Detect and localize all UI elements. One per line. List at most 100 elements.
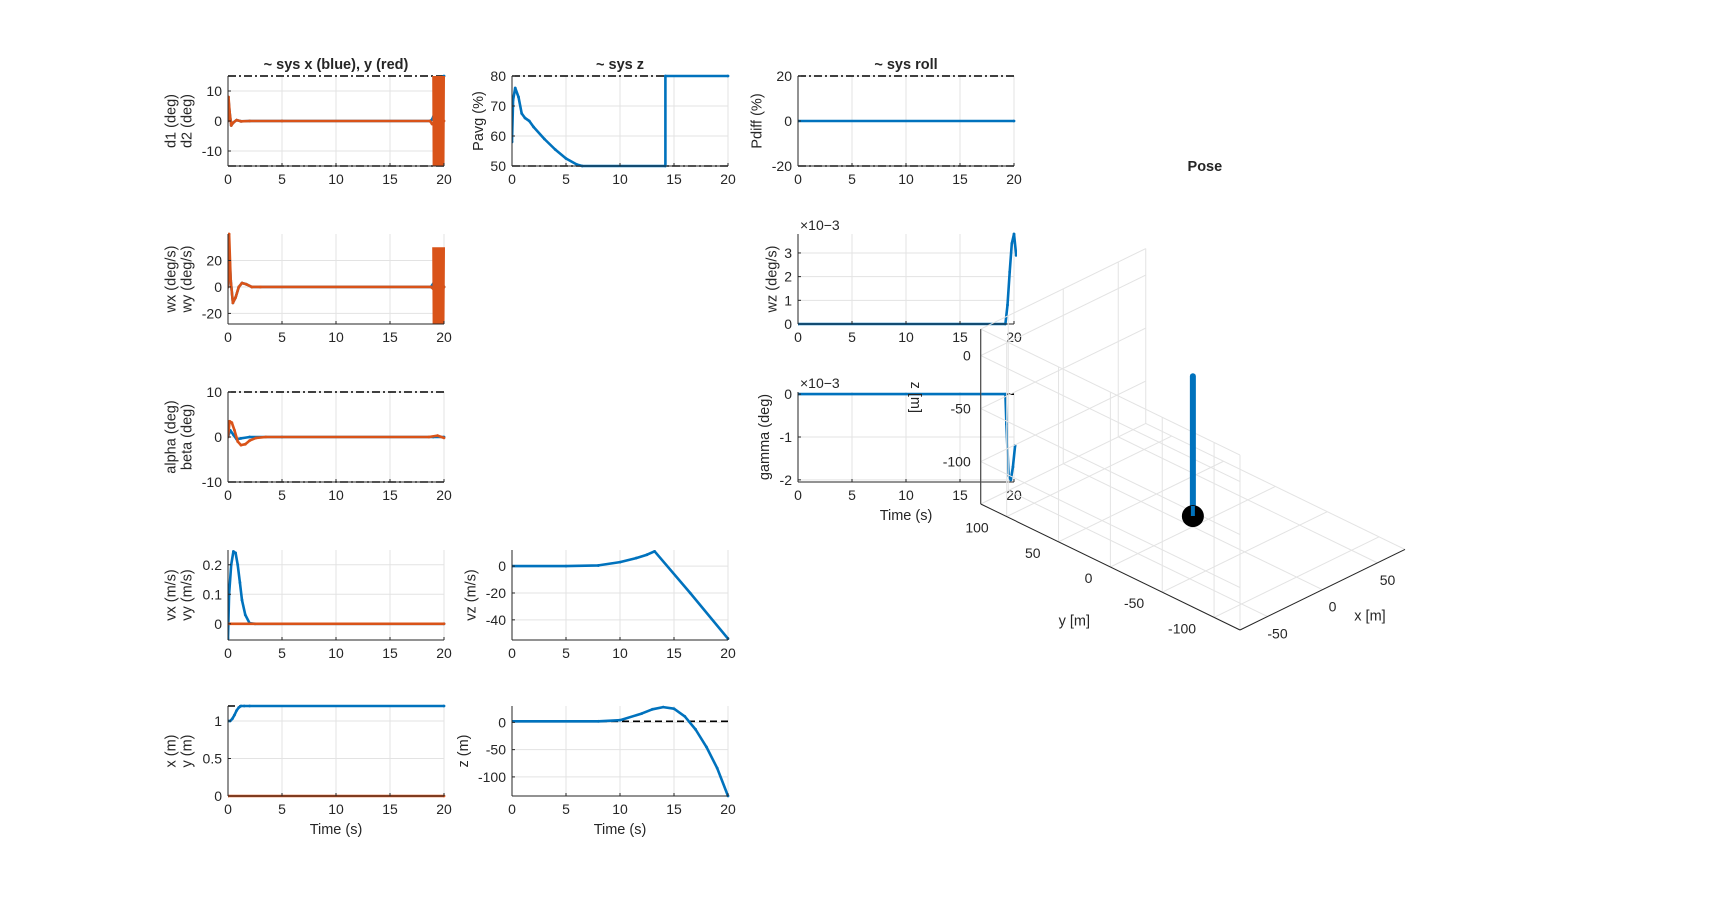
data-point — [436, 434, 439, 438]
x-tick-label: 20 — [436, 329, 452, 345]
x-tick-label: 0 — [508, 645, 516, 661]
y-tick-label: 0 — [498, 714, 506, 730]
data-point — [1012, 119, 1016, 123]
series-line-0 — [512, 705, 730, 797]
y-tick-label: 0 — [1085, 570, 1093, 586]
y-axis-label: gamma (deg) — [757, 394, 773, 480]
x-tick-label: 15 — [382, 329, 398, 345]
data-point — [233, 428, 236, 432]
data-point — [259, 285, 262, 289]
y-axis-label: wy (deg/s) — [180, 246, 196, 314]
y-tick-label: 100 — [965, 520, 989, 536]
x-tick-label: 0 — [508, 801, 516, 817]
y-tick-label: 0 — [214, 113, 222, 129]
y-tick-label: 0 — [784, 316, 792, 332]
x-tick-label: 5 — [278, 171, 286, 187]
x-tick-label: 20 — [436, 487, 452, 503]
x-tick-label: 20 — [436, 171, 452, 187]
y-tick-label: 70 — [490, 98, 506, 114]
x-tick-label: 5 — [848, 329, 856, 345]
x-axis-label: Time (s) — [880, 508, 933, 524]
subplot-xy-position: 0 5 10 15 20 0 0.5 1 Time (s) x (m) y (m) — [164, 704, 452, 838]
data-point — [512, 98, 515, 102]
data-point — [250, 285, 254, 289]
data-point — [229, 124, 233, 127]
wall-grid-z — [980, 380, 1146, 463]
x-axis-label: x [m] — [1354, 608, 1385, 624]
data-point — [543, 137, 546, 141]
x-tick-label: 10 — [328, 329, 344, 345]
data-point — [254, 436, 258, 440]
x-tick-label: 5 — [848, 487, 856, 503]
data-point — [694, 728, 697, 731]
subplot-z-position: 0 5 10 15 20 -100 -50 0 Time (s) z (m) — [456, 705, 736, 838]
y-tick-label: 20 — [776, 68, 792, 84]
data-point — [645, 553, 649, 557]
x-tick-label: 5 — [562, 801, 570, 817]
data-point — [1008, 270, 1012, 274]
y-tick-label: 0 — [214, 279, 222, 295]
x-tick-label: 10 — [328, 645, 344, 661]
y-axis-label: y [m] — [1059, 614, 1090, 630]
x-tick-label: 0 — [794, 487, 802, 503]
x-tick-label: 20 — [436, 645, 452, 661]
x-tick-label: 20 — [720, 801, 736, 817]
box-edge — [980, 423, 1146, 505]
y-axis-label: z (m) — [456, 734, 472, 767]
x-tick-label: 0 — [508, 171, 516, 187]
data-point — [232, 433, 235, 437]
axis-exponent: ×10−3 — [800, 217, 840, 233]
data-point — [427, 435, 431, 439]
data-point — [236, 440, 240, 443]
y-tick-label: -10 — [202, 143, 222, 159]
y-axis-label: vy (m/s) — [180, 569, 196, 621]
data-point — [651, 707, 654, 711]
data-point — [229, 278, 233, 282]
data-point — [428, 119, 432, 123]
data-point — [228, 419, 232, 423]
x-tick-label: 10 — [328, 487, 344, 503]
x-tick-label: 5 — [562, 645, 570, 661]
z-axis-label: z [m] — [907, 382, 923, 413]
z-tick-label: -100 — [943, 454, 971, 470]
data-point — [532, 125, 535, 129]
y-tick-label: 0 — [498, 558, 506, 574]
data-point — [228, 110, 232, 114]
y-tick-label: 0 — [214, 429, 222, 445]
data-point — [618, 718, 622, 722]
x-tick-label: 5 — [278, 801, 286, 817]
data-point — [248, 439, 252, 442]
data-point — [663, 74, 667, 78]
x-tick-label: 15 — [666, 171, 682, 187]
y-tick-label: 20 — [206, 252, 222, 268]
x-axis — [1239, 549, 1406, 631]
x-tick-label: 10 — [898, 487, 914, 503]
x-tick-label: 0 — [794, 171, 802, 187]
y-axis-label: beta (deg) — [180, 404, 196, 470]
floor-grid-y — [1213, 536, 1380, 618]
subplot-z-throttle: 0 5 10 15 20 50 60 70 80 ~ sys z Pavg (%) — [471, 57, 736, 187]
data-point — [688, 591, 692, 595]
y-tick-label: -50 — [486, 742, 506, 758]
vehicle-marker — [1181, 505, 1204, 528]
data-point — [239, 436, 243, 440]
x-tick-label: 15 — [666, 645, 682, 661]
y-tick-label: -50 — [1124, 595, 1144, 611]
y-tick-label: 0.5 — [203, 751, 223, 767]
y-axis-label: alpha (deg) — [164, 400, 180, 473]
data-point — [229, 563, 233, 567]
x-tick-label: 0 — [224, 487, 232, 503]
x-axis-label: Time (s) — [310, 822, 363, 838]
box-edge — [980, 328, 1241, 456]
data-point — [238, 581, 242, 584]
data-point — [442, 436, 446, 440]
y-tick-label: -100 — [478, 769, 506, 785]
x-tick-label: 5 — [278, 487, 286, 503]
data-point — [564, 564, 568, 568]
x-tick-label: 0 — [224, 329, 232, 345]
x-tick-label: 20 — [1006, 171, 1022, 187]
subplot-title: ~ sys z — [596, 57, 644, 73]
data-point — [232, 121, 235, 124]
